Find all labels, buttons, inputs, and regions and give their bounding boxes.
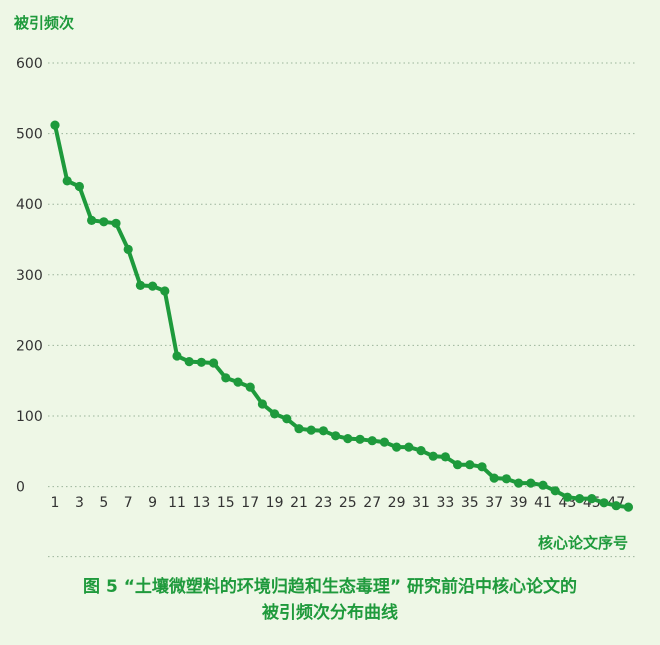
x-tick-label: 23 bbox=[314, 495, 332, 511]
data-point bbox=[233, 377, 243, 387]
data-point bbox=[135, 280, 145, 290]
x-tick-label: 29 bbox=[388, 495, 406, 511]
data-point bbox=[209, 358, 219, 368]
data-point bbox=[318, 426, 328, 436]
x-tick-label: 1 bbox=[51, 495, 60, 511]
caption-line-2: 被引频次分布曲线 bbox=[262, 603, 398, 623]
x-tick-label: 19 bbox=[266, 495, 284, 511]
data-point bbox=[575, 494, 585, 504]
y-axis-title: 被引频次 bbox=[14, 14, 75, 32]
figure-caption: 图 5 “土壤微塑料的环境归趋和生态毒理” 研究前沿中核心论文的 被引频次分布曲… bbox=[0, 574, 660, 626]
data-point bbox=[62, 176, 72, 186]
x-tick-label: 15 bbox=[217, 495, 235, 511]
data-point bbox=[611, 501, 621, 511]
y-tick-labels: 600 500 400 300 200 100 0 bbox=[16, 56, 43, 496]
data-point bbox=[294, 424, 304, 434]
x-tick-label: 37 bbox=[485, 495, 503, 511]
series-line bbox=[53, 124, 629, 510]
data-point bbox=[221, 373, 231, 383]
y-tick-label: 600 bbox=[16, 56, 43, 72]
x-tick-label: 33 bbox=[436, 495, 454, 511]
x-tick-label: 35 bbox=[461, 495, 479, 511]
x-tick-label: 3 bbox=[75, 495, 84, 511]
data-point bbox=[282, 414, 292, 424]
data-point bbox=[550, 486, 560, 496]
data-point bbox=[587, 494, 597, 504]
data-point bbox=[562, 492, 573, 502]
data-point bbox=[367, 436, 377, 446]
x-tick-label: 13 bbox=[192, 495, 210, 511]
y-tick-label: 100 bbox=[16, 409, 43, 425]
data-points bbox=[50, 120, 634, 512]
data-point bbox=[99, 217, 109, 227]
y-tick-label: 0 bbox=[16, 480, 25, 496]
data-point bbox=[526, 478, 536, 488]
data-point bbox=[343, 434, 353, 444]
x-tick-label: 39 bbox=[510, 495, 528, 511]
x-tick-label: 7 bbox=[124, 495, 133, 511]
data-point bbox=[416, 446, 426, 456]
data-point bbox=[404, 442, 414, 452]
data-point bbox=[172, 351, 182, 361]
data-point bbox=[123, 244, 133, 254]
data-point bbox=[392, 442, 402, 452]
data-point bbox=[514, 478, 524, 488]
x-tick-label: 31 bbox=[412, 495, 430, 511]
x-tick-label: 21 bbox=[290, 495, 308, 511]
y-tick-label: 200 bbox=[16, 338, 43, 354]
data-point bbox=[160, 286, 170, 296]
data-point bbox=[148, 281, 158, 291]
data-point bbox=[306, 425, 316, 435]
data-point bbox=[50, 120, 60, 130]
x-tick-label: 27 bbox=[363, 495, 381, 511]
x-tick-label: 41 bbox=[534, 495, 552, 511]
y-tick-label: 500 bbox=[16, 127, 43, 143]
data-point bbox=[465, 460, 475, 470]
data-point bbox=[245, 382, 255, 392]
data-point bbox=[428, 451, 438, 461]
data-point bbox=[477, 462, 487, 472]
x-tick-labels: 1357911131517192123252729313335373941434… bbox=[51, 495, 626, 511]
data-point bbox=[355, 434, 365, 444]
data-point bbox=[440, 452, 450, 462]
y-tick-label: 400 bbox=[16, 197, 43, 213]
data-point bbox=[74, 181, 84, 192]
data-point bbox=[184, 357, 194, 367]
data-point bbox=[87, 215, 97, 225]
x-tick-label: 25 bbox=[339, 495, 357, 511]
data-point bbox=[331, 431, 341, 441]
data-point bbox=[501, 474, 511, 484]
data-point bbox=[599, 498, 609, 508]
data-point bbox=[111, 218, 121, 228]
caption-line-1: 图 5 “土壤微塑料的环境归趋和生态毒理” 研究前沿中核心论文的 bbox=[83, 577, 577, 597]
x-tick-label: 5 bbox=[99, 495, 108, 511]
x-axis-title: 核心论文序号 bbox=[538, 534, 628, 552]
data-point bbox=[538, 480, 548, 490]
x-tick-label: 11 bbox=[168, 495, 186, 511]
data-point bbox=[196, 357, 206, 367]
data-point bbox=[489, 473, 499, 483]
grid bbox=[48, 62, 636, 558]
x-tick-label: 9 bbox=[148, 495, 157, 511]
data-point bbox=[379, 437, 389, 447]
data-point bbox=[257, 399, 267, 409]
data-point bbox=[270, 409, 280, 419]
x-tick-label: 17 bbox=[241, 495, 259, 511]
data-point bbox=[623, 502, 634, 512]
y-tick-label: 300 bbox=[16, 268, 43, 284]
data-point bbox=[453, 460, 463, 470]
